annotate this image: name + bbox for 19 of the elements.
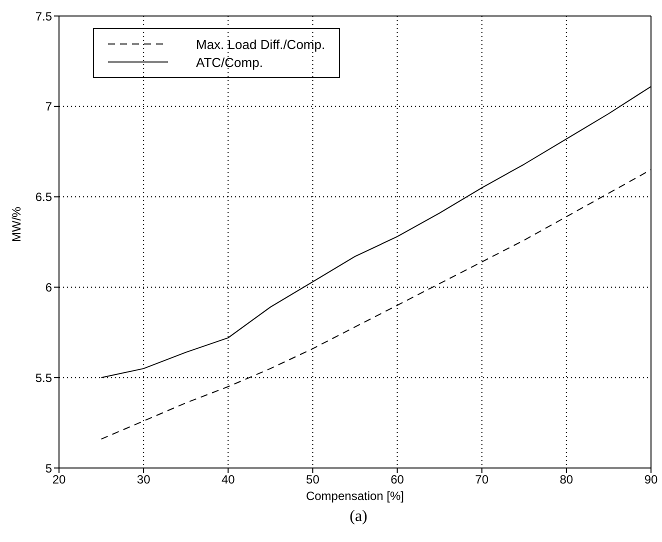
x-tick-label: 80 xyxy=(560,472,574,487)
y-tick-label: 7 xyxy=(45,100,52,114)
y-tick-label: 7.5 xyxy=(35,9,52,24)
legend-label: Max. Load Diff./Comp. xyxy=(196,36,326,52)
y-tick-label: 6.5 xyxy=(35,190,52,204)
y-axis-title: MW/% xyxy=(9,206,24,242)
x-tick-label: 70 xyxy=(475,472,489,487)
x-tick-label: 60 xyxy=(390,472,404,487)
y-tick-label: 6 xyxy=(45,280,52,294)
x-tick-label: 40 xyxy=(221,472,236,487)
y-tick-label: 5.5 xyxy=(35,370,52,385)
x-tick-label: 20 xyxy=(52,472,66,487)
y-tick-label: 5 xyxy=(45,461,52,476)
x-tick-label: 30 xyxy=(136,472,151,487)
legend-label: ATC/Comp. xyxy=(196,54,263,70)
x-axis-title: Compensation [%] xyxy=(306,489,404,503)
x-tick-label: 90 xyxy=(644,472,658,487)
text: (a) xyxy=(348,508,368,526)
x-tick-label: 50 xyxy=(306,472,320,487)
